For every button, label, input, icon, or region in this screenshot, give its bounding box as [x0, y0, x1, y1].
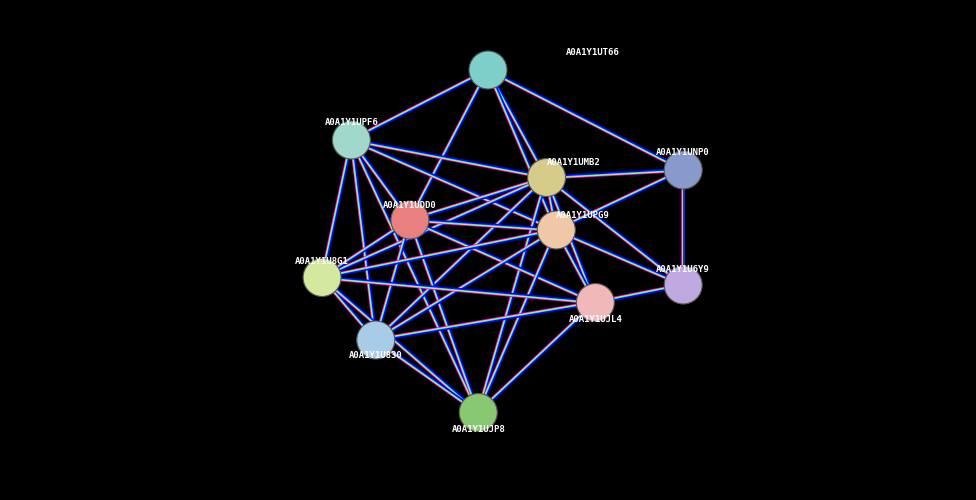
Text: A0A1Y1UPG9: A0A1Y1UPG9: [556, 210, 610, 220]
Circle shape: [460, 394, 497, 432]
Text: A0A1Y1U830: A0A1Y1U830: [348, 352, 403, 360]
Text: A0A1Y1UNP0: A0A1Y1UNP0: [656, 148, 711, 157]
Circle shape: [665, 151, 702, 189]
Circle shape: [333, 121, 370, 159]
Text: A0A1Y1UPF6: A0A1Y1UPF6: [324, 118, 379, 127]
Text: A0A1Y1U8G1: A0A1Y1U8G1: [295, 256, 349, 266]
Circle shape: [304, 258, 341, 296]
Circle shape: [538, 211, 575, 249]
Text: A0A1Y1UJP8: A0A1Y1UJP8: [451, 426, 506, 434]
Text: A0A1Y1U6Y9: A0A1Y1U6Y9: [656, 264, 711, 274]
Text: A0A1Y1UJL4: A0A1Y1UJL4: [568, 314, 623, 324]
Text: A0A1Y1UT66: A0A1Y1UT66: [566, 48, 620, 57]
Text: A0A1Y1UMB2: A0A1Y1UMB2: [547, 158, 600, 167]
Circle shape: [665, 266, 702, 304]
Circle shape: [577, 284, 614, 322]
Circle shape: [528, 158, 565, 196]
Circle shape: [391, 201, 428, 239]
Circle shape: [357, 321, 394, 359]
Circle shape: [469, 51, 507, 89]
Text: A0A1Y1UDD0: A0A1Y1UDD0: [383, 200, 437, 209]
